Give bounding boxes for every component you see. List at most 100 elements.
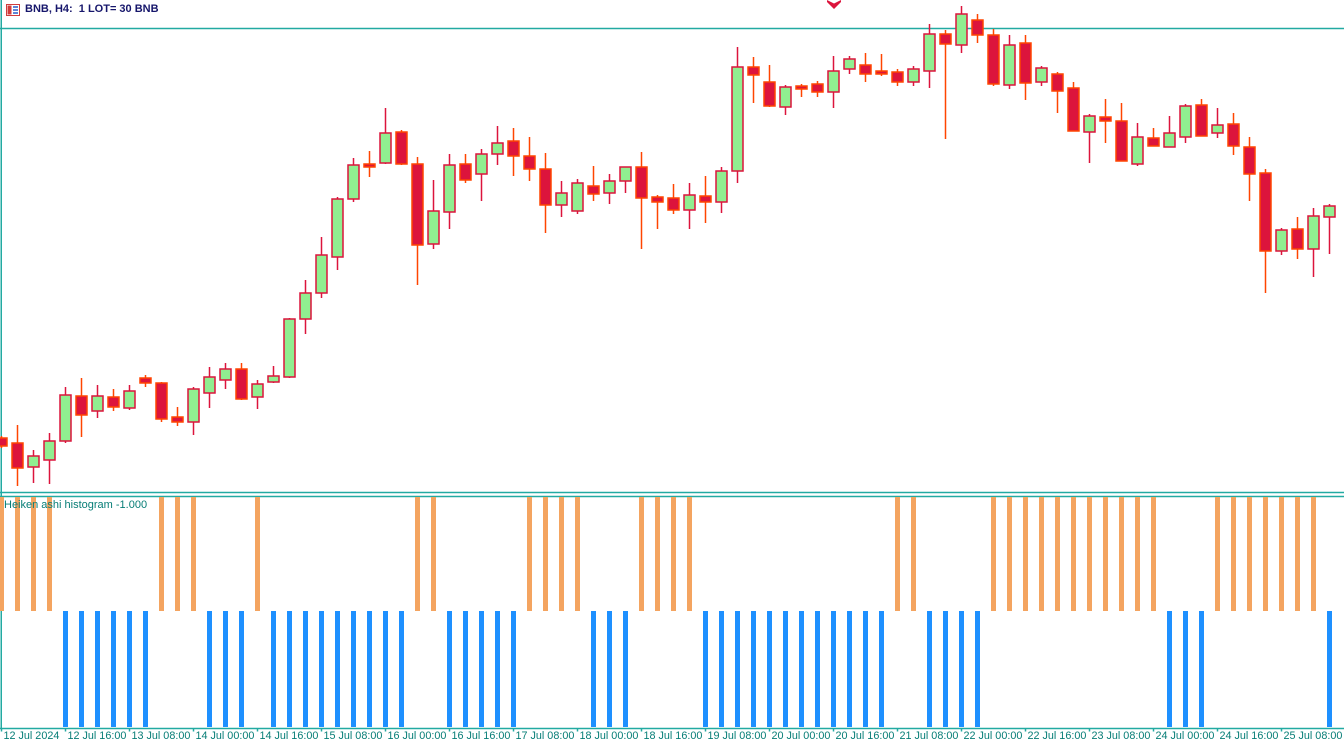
time-axis[interactable]: 12 Jul 2024 12 Jul 16:00 13 Jul 08:00 14 Ju… [0,730,1344,746]
candle-body [875,70,888,75]
time-axis-label: 24 Jul 00:00 [1155,730,1215,742]
candle-body [747,66,760,76]
histogram-bar [895,497,900,611]
candle-body [347,164,360,200]
time-axis-label: 20 Jul 16:00 [835,730,895,742]
candle-body [1003,44,1016,86]
histogram-bar [607,611,612,727]
time-axis-label: 13 Jul 08:00 [131,730,191,742]
candle-body [219,368,232,381]
candle-body [859,64,872,75]
candle-body [443,164,456,213]
histogram-bar [255,497,260,611]
histogram-bar [527,497,532,611]
histogram-bar [879,611,884,727]
candle-body [1163,132,1176,148]
histogram-bar [15,497,20,611]
histogram-bar [127,611,132,727]
histogram-bar [1183,611,1188,727]
candle-body [1099,116,1112,122]
candle-body [203,376,216,394]
candle-body [1195,104,1208,137]
histogram-bar [847,611,852,727]
histogram-bar [1103,497,1108,611]
histogram-bar [1119,497,1124,611]
histogram-bar [1231,497,1236,611]
candle-body [507,140,520,157]
histogram-bar [415,497,420,611]
candle-body [363,163,376,168]
candle-body [1211,124,1224,134]
candle-body [907,68,920,83]
candle-body [1275,229,1288,252]
candle-body [155,382,168,420]
histogram-bar [479,611,484,727]
time-axis-label: 25 Jul 08:00 [1283,730,1343,742]
candle-body [1307,215,1320,250]
histogram-bar [239,611,244,727]
time-axis-label: 22 Jul 00:00 [963,730,1023,742]
histogram-bar [975,611,980,727]
time-axis-label: 22 Jul 16:00 [1027,730,1087,742]
candle-body [299,292,312,320]
histogram-bar [1263,497,1268,611]
candle-body [1083,115,1096,133]
histogram-bar [1023,497,1028,611]
candle-body [603,180,616,194]
histogram-bar [735,611,740,727]
candle-body [1323,205,1336,218]
candle-body [827,70,840,93]
time-axis-label: 18 Jul 16:00 [643,730,703,742]
candle-body [587,185,600,195]
histogram-bar [1055,497,1060,611]
candle-body [267,375,280,383]
histogram-bar [751,611,756,727]
histogram-bar [31,497,36,611]
histogram-bar [463,611,468,727]
histogram-bar [319,611,324,727]
candle-body [939,33,952,45]
histogram-bar [559,497,564,611]
histogram-bar [303,611,308,727]
candle-body [75,395,88,416]
candle-body [91,395,104,412]
candle-body [1227,123,1240,147]
time-axis-label: 16 Jul 16:00 [451,730,511,742]
candle-body [619,166,632,182]
histogram-bar [335,611,340,727]
histogram-bar [783,611,788,727]
histogram-bar [1279,497,1284,611]
candle-body [891,71,904,83]
histogram-bar [223,611,228,727]
candle-body [0,437,8,447]
histogram-bar [815,611,820,727]
time-axis-label: 23 Jul 08:00 [1091,730,1151,742]
histogram-bar [1215,497,1220,611]
histogram-bar [911,497,916,611]
histogram-bar [959,611,964,727]
histogram-bar [1311,497,1316,611]
histogram-bar [0,497,4,611]
histogram-bar [111,611,116,727]
time-axis-label: 24 Jul 16:00 [1219,730,1279,742]
symbol-properties-icon[interactable] [6,3,20,16]
histogram-bar [431,497,436,611]
histogram-bar [623,611,628,727]
candle-body [107,396,120,408]
candle-body [411,163,424,246]
histogram-bar [351,611,356,727]
histogram-bar [671,497,676,611]
candle-body [1115,120,1128,162]
histogram-bar [1087,497,1092,611]
histogram-bar [1167,611,1172,727]
sell-arrow-icon [827,0,841,9]
time-axis-label: 17 Jul 08:00 [515,730,575,742]
time-axis-label: 15 Jul 08:00 [323,730,383,742]
histogram-bar [143,611,148,727]
histogram-bar [1071,497,1076,611]
histogram-bar [1135,497,1140,611]
candle-body [475,153,488,175]
histogram-bar [1199,611,1204,727]
candle-body [955,13,968,46]
